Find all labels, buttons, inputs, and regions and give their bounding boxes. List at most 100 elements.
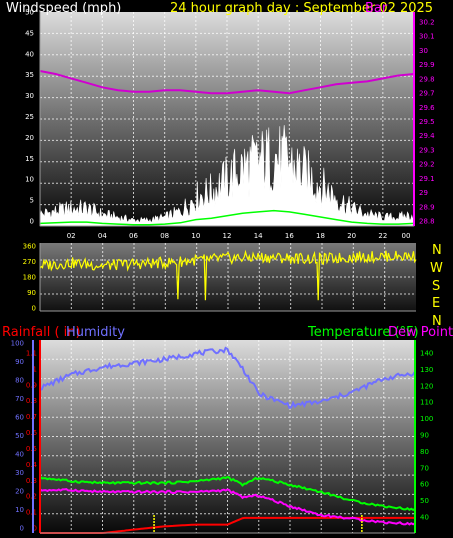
wind-y-tick-label: 0 xyxy=(30,218,34,226)
rain-y-tick-label: 0.2 xyxy=(26,493,37,501)
direction-y-tick-label: 180 xyxy=(23,274,36,282)
temperature-y-tick-label: 40 xyxy=(420,514,429,522)
wind-x-tick-label: 12 xyxy=(223,232,232,240)
humidity-y-tick-label: 80 xyxy=(15,377,24,385)
compass-w: W xyxy=(430,261,443,276)
compass-n-top: N xyxy=(432,243,442,258)
wind-x-tick-label: 22 xyxy=(378,232,387,240)
bar-y-tick-label: 29.6 xyxy=(419,104,435,112)
wind-y-tick-label: 5 xyxy=(30,197,34,205)
wind-x-tick-label: 08 xyxy=(160,232,169,240)
rain-y-tick-label: 0.4 xyxy=(26,461,38,469)
wind-direction-series xyxy=(39,249,417,301)
humidity-y-tick-label: 50 xyxy=(15,432,24,440)
wind-x-tick-label: 16 xyxy=(285,232,294,240)
humidity-y-tick-label: 70 xyxy=(15,395,24,403)
wind-x-tick-label: 04 xyxy=(98,232,107,240)
humidity-y-tick-label: 0 xyxy=(20,525,24,533)
rain-y-tick-label: 0.8 xyxy=(26,397,37,405)
rain-y-tick-label: 0 xyxy=(33,525,37,533)
wind-average-series xyxy=(39,209,415,226)
humidity-y-tick-label: 30 xyxy=(15,469,24,477)
temperature-series xyxy=(39,475,416,512)
rain-y-tick-label: 0.9 xyxy=(26,381,37,389)
wind-x-tick-label: 06 xyxy=(129,232,138,240)
humidity-series xyxy=(39,346,416,409)
temperature-y-tick-label: 80 xyxy=(420,448,429,456)
bar-y-tick-label: 28.9 xyxy=(419,203,435,211)
tick-layer: 0510152025303540455028.828.92929.129.229… xyxy=(11,9,436,533)
temperature-y-tick-label: 130 xyxy=(420,366,433,374)
temperature-y-tick-label: 110 xyxy=(420,399,433,407)
dew-point-title: Dew Point xyxy=(388,325,453,340)
bar-y-tick-label: 29.1 xyxy=(419,175,435,183)
wind-y-tick-label: 30 xyxy=(25,92,34,100)
series-layer xyxy=(39,70,417,534)
wind-x-tick-label: 02 xyxy=(67,232,76,240)
temperature-y-tick-label: 60 xyxy=(420,481,429,489)
wind-title: Windspeed (mph) xyxy=(6,1,121,16)
dew-point-series xyxy=(39,488,416,526)
humidity-y-tick-label: 100 xyxy=(11,340,24,348)
compass-s: S xyxy=(432,279,440,294)
rain-y-tick-label: 0.6 xyxy=(26,429,38,437)
wind-gust-series xyxy=(39,125,415,227)
humidity-y-tick-label: 40 xyxy=(15,451,24,459)
humidity-title: Humidity xyxy=(66,325,125,340)
humidity-y-tick-label: 60 xyxy=(15,414,24,422)
temperature-y-tick-label: 140 xyxy=(420,350,433,358)
humidity-y-tick-label: 90 xyxy=(15,358,24,366)
rain-y-tick-label: 1.1 xyxy=(26,350,37,358)
direction-y-tick-label: 360 xyxy=(23,243,36,251)
bar-y-tick-label: 30.1 xyxy=(419,33,435,41)
pressure-series xyxy=(39,70,415,95)
humidity-y-tick-label: 10 xyxy=(15,506,24,514)
wind-x-tick-label: 10 xyxy=(191,232,200,240)
direction-y-tick-label: 0 xyxy=(32,305,36,313)
rain-y-tick-label: 0.5 xyxy=(26,445,37,453)
bar-y-tick-label: 29.7 xyxy=(419,90,435,98)
temperature-y-tick-label: 100 xyxy=(420,415,433,423)
rain-y-tick-label: 0.1 xyxy=(26,509,37,517)
wind-y-tick-label: 10 xyxy=(25,176,34,184)
bar-y-tick-label: 30 xyxy=(419,47,428,55)
direction-y-tick-label: 270 xyxy=(23,258,36,266)
rain-y-tick-label: 1 xyxy=(33,365,37,373)
wind-y-tick-label: 25 xyxy=(25,113,34,121)
bar-y-tick-label: 29.9 xyxy=(419,61,435,69)
bar-y-tick-label: 29.5 xyxy=(419,118,435,126)
wind-y-tick-label: 45 xyxy=(25,29,34,37)
bar-y-tick-label: 30.2 xyxy=(419,19,435,27)
bar-y-tick-label: 29.8 xyxy=(419,75,435,83)
temperature-y-tick-label: 120 xyxy=(420,382,433,390)
bar-y-tick-label: 28.8 xyxy=(419,218,435,226)
bar-y-tick-label: 29.3 xyxy=(419,146,435,154)
bar-title: Bar xyxy=(365,1,388,16)
wind-x-tick-label: 00 xyxy=(402,232,411,240)
temperature-y-tick-label: 70 xyxy=(420,464,429,472)
rain-y-tick-label: 0.7 xyxy=(26,413,37,421)
rain-title: Rainfall ( in) xyxy=(2,325,81,340)
humidity-y-tick-label: 20 xyxy=(15,488,24,496)
rain-y-tick-label: 0.3 xyxy=(26,477,37,485)
wind-y-tick-label: 20 xyxy=(25,134,34,142)
temperature-title: Temperature (°F) xyxy=(307,325,419,340)
wind-x-tick-label: 20 xyxy=(347,232,356,240)
temperature-y-tick-label: 50 xyxy=(420,497,429,505)
direction-grid xyxy=(40,243,416,311)
bar-y-tick-label: 29 xyxy=(419,189,428,197)
wind-x-tick-label: 14 xyxy=(254,232,263,240)
bar-y-tick-label: 29.2 xyxy=(419,161,435,169)
wind-x-tick-label: 18 xyxy=(316,232,325,240)
compass-n-bottom: N xyxy=(432,314,442,329)
temperature-y-tick-label: 90 xyxy=(420,432,429,440)
climate-grid xyxy=(40,340,415,533)
wind-y-tick-label: 15 xyxy=(25,155,34,163)
bar-y-tick-label: 29.4 xyxy=(419,132,435,140)
wind-y-tick-label: 40 xyxy=(25,50,34,58)
wind-y-tick-label: 50 xyxy=(25,9,34,17)
wind-y-tick-label: 35 xyxy=(25,71,34,79)
graph-date-title: 24 hour graph day : September 02 2025 xyxy=(170,1,433,16)
